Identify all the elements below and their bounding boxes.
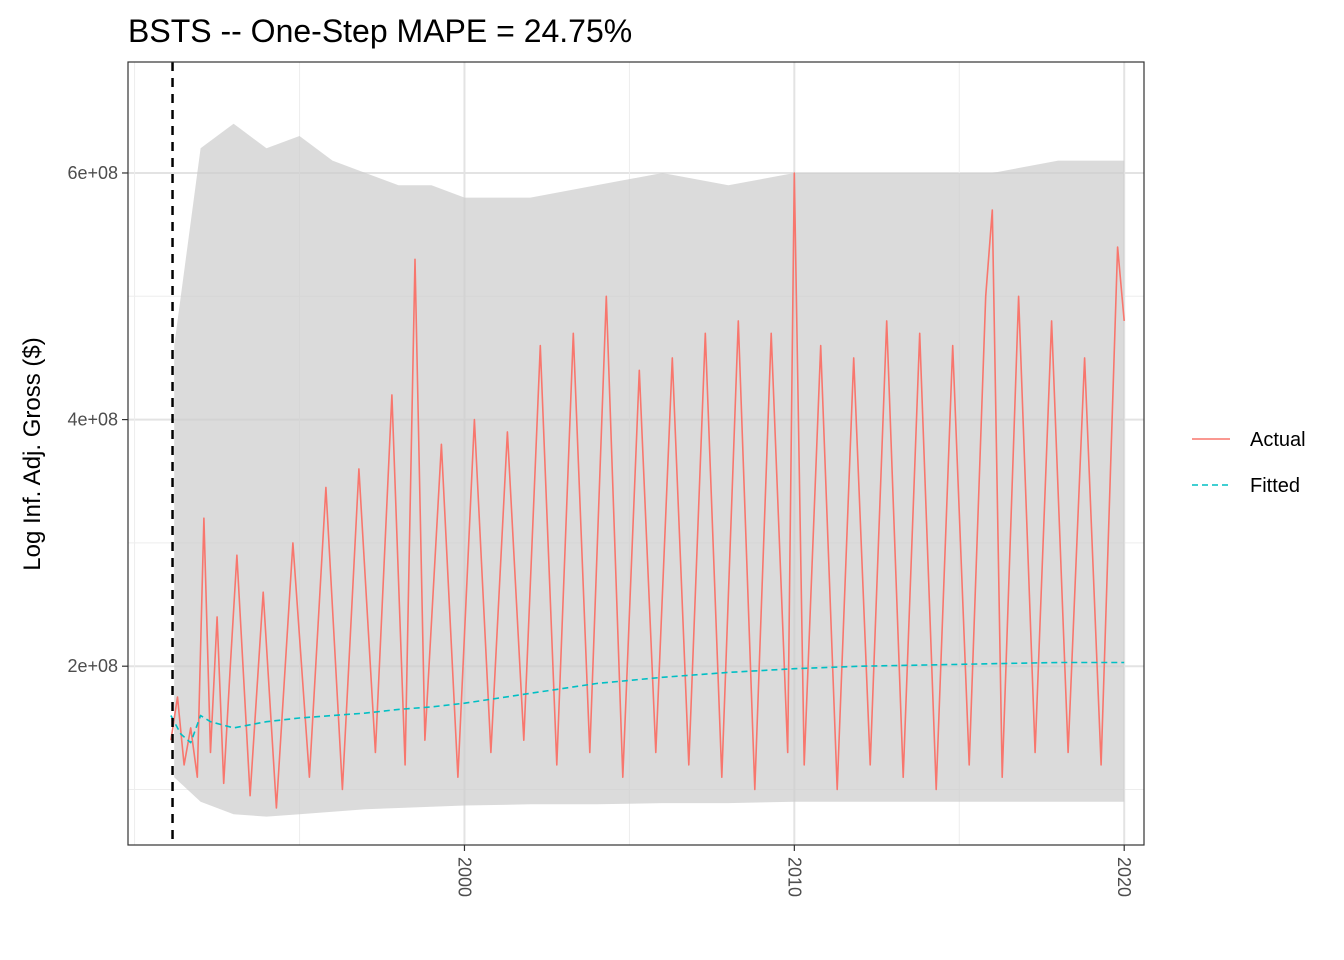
legend: Actual Fitted [1192, 429, 1306, 497]
series-line-actual [170, 172, 1125, 809]
plot-panel [127, 61, 1145, 846]
prediction-interval-ribbon [174, 123, 1125, 817]
series-lines [170, 172, 1125, 809]
x-tick-label: 2010 [784, 857, 804, 897]
chart-title: BSTS -- One-Step MAPE = 24.75% [128, 13, 632, 49]
legend-label-actual: Actual [1250, 429, 1306, 451]
x-axis: 2000 2010 2020 [455, 845, 1134, 897]
legend-label-fitted: Fitted [1250, 475, 1300, 497]
series-line-fitted [170, 661, 1125, 744]
y-axis-label: Log Inf. Adj. Gross ($) [19, 337, 46, 570]
y-tick-label: 4e+08 [67, 410, 118, 430]
prediction-ribbon [174, 123, 1125, 817]
y-axis: 2e+08 4e+08 6e+08 [67, 163, 128, 676]
x-tick-label: 2020 [1114, 857, 1134, 897]
x-tick-label: 2000 [455, 857, 475, 897]
panel-border [127, 61, 1145, 846]
y-tick-label: 2e+08 [67, 656, 118, 676]
y-tick-label: 6e+08 [67, 163, 118, 183]
